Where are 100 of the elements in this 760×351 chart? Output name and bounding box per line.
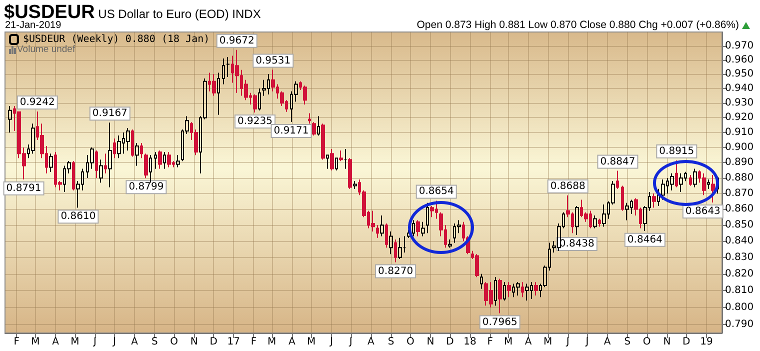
x-tick-label: 18	[464, 336, 476, 348]
candlestick	[104, 153, 107, 174]
y-tick-label: 0.840	[725, 236, 754, 247]
x-tick-label: S	[151, 336, 158, 348]
x-tick-label: S	[388, 336, 394, 348]
annotation: Volume undef	[17, 44, 76, 55]
annotation: 0.9235	[238, 116, 273, 128]
candlestick	[503, 282, 506, 302]
candlestick	[521, 282, 524, 298]
candlestick	[652, 193, 656, 208]
candlestick	[534, 282, 538, 296]
candlestick	[312, 122, 316, 136]
x-tick-label: A	[52, 336, 60, 348]
annotation: 0.8643	[685, 206, 720, 217]
x-tick-label: O	[642, 336, 651, 348]
candlestick	[176, 154, 180, 168]
x-tick-label: M	[70, 336, 80, 348]
y-tick-label: 0.900	[725, 142, 754, 154]
candlestick	[575, 206, 579, 236]
annotation: 0.9531	[256, 55, 291, 66]
x-tick-label: 17	[227, 336, 240, 348]
candlestick	[525, 283, 529, 302]
x-tick-label: N	[663, 336, 671, 348]
candlestick	[670, 172, 674, 191]
candlestick	[135, 142, 139, 166]
candlestick	[154, 152, 157, 170]
x-tick-label: M	[31, 336, 40, 348]
candlestick	[339, 150, 343, 162]
y-tick-label: 0.940	[725, 83, 754, 94]
candlestick	[398, 237, 402, 260]
candlestick	[321, 123, 325, 160]
y-tick-label: 0.830	[725, 252, 754, 263]
y-tick-label: 0.820	[725, 268, 754, 280]
x-tick-label: J	[565, 336, 570, 348]
candlestick	[303, 85, 307, 106]
text: Open 0.873 High 0.881 Low 0.870 Close 0.880 Chg +0.007 (+0.86%)	[416, 19, 739, 31]
candlestick	[376, 224, 379, 238]
x-tick-label: F	[250, 336, 257, 348]
candlestick	[353, 180, 357, 190]
candlestick	[621, 185, 624, 212]
y-tick-label: 0.930	[725, 98, 754, 109]
x-tick-label: A	[368, 336, 375, 348]
x-tick-label: D	[210, 336, 218, 348]
candlestick	[389, 230, 393, 255]
candlestick	[380, 215, 384, 237]
y-tick-label: 0.950	[725, 68, 754, 80]
annotation: 0.8654	[418, 186, 454, 198]
candlestick	[616, 170, 619, 190]
y-tick-label: 0.970	[725, 40, 754, 52]
x-tick-label: N	[190, 336, 198, 348]
y-tick-label: 0.870	[725, 188, 754, 200]
candlestick	[212, 74, 216, 96]
annotation: 0.9171	[274, 125, 309, 136]
candlestick	[689, 174, 692, 186]
candlestick	[448, 239, 452, 248]
x-tick-label: M	[307, 336, 316, 348]
y-tick-label: 0.850	[725, 220, 754, 231]
y-tick-label: 0.960	[725, 54, 754, 66]
annotation: 0.8688	[550, 180, 586, 192]
x-tick-label: M	[543, 336, 552, 348]
candlestick	[126, 128, 130, 152]
candlestick	[480, 273, 483, 290]
y-tick-label: 0.920	[725, 112, 754, 124]
annotation: 0.8464	[627, 234, 662, 246]
candlestick	[31, 123, 35, 154]
candlestick	[158, 150, 162, 170]
candlestick	[108, 122, 112, 188]
candlestick	[253, 94, 257, 114]
x-tick-label: A	[604, 336, 611, 348]
x-tick-label: M	[504, 336, 513, 348]
x-tick-label: A	[524, 336, 532, 348]
annotation: 0.8847	[600, 156, 636, 168]
candlestick	[602, 204, 606, 228]
candlestick	[99, 159, 103, 184]
candlestick	[317, 116, 320, 136]
candlestick	[326, 154, 329, 170]
x-tick-label: J	[348, 336, 352, 348]
candlestick	[507, 282, 511, 298]
x-tick-label: J	[92, 336, 97, 348]
candlestick	[421, 221, 425, 237]
annotation: 0.8610	[60, 211, 96, 222]
candlestick	[348, 158, 352, 190]
candlestick	[140, 142, 143, 159]
candlestick	[661, 179, 665, 200]
candlestick	[226, 56, 230, 78]
x-tick-label: F	[487, 336, 494, 348]
candlestick	[657, 188, 660, 207]
x-tick-label: A	[131, 336, 138, 348]
x-tick-label: 19	[700, 336, 713, 348]
candlestick	[371, 210, 375, 232]
x-tick-label: A	[288, 336, 296, 348]
candlestick	[394, 239, 397, 263]
candlestick	[8, 105, 12, 134]
candlestick	[494, 276, 497, 306]
x-tick-label: F	[14, 336, 20, 348]
candlestick	[167, 152, 171, 168]
candlestick	[675, 160, 678, 188]
candlestick	[131, 129, 134, 158]
annotation: 0.8915	[659, 146, 694, 157]
x-tick-label: D	[682, 336, 691, 348]
